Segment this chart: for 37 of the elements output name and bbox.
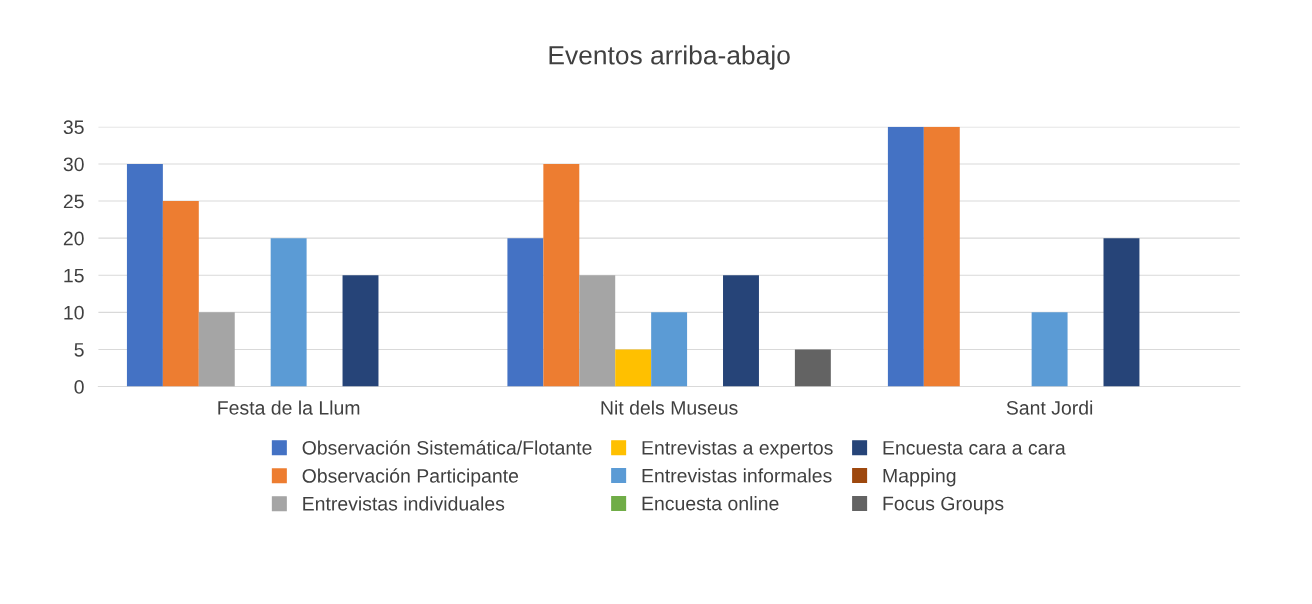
legend-label: Entrevistas a expertos — [642, 440, 833, 459]
bar — [507, 238, 544, 387]
legend-label: Observación Participante — [302, 468, 519, 487]
bar — [794, 349, 831, 387]
bar — [126, 163, 163, 387]
bar — [162, 201, 199, 387]
y-tick-label: 5 — [74, 343, 84, 357]
x-tick-label: Sant Jordi — [1006, 400, 1093, 415]
y-tick-label: 35 — [63, 120, 84, 135]
bar — [651, 312, 688, 387]
bar — [723, 275, 759, 387]
legend-label: Encuesta online — [642, 496, 779, 511]
legend-label: Mapping — [883, 468, 956, 487]
bar — [270, 238, 307, 387]
bar — [923, 126, 960, 387]
legend-label: Focus Groups — [883, 496, 1004, 515]
y-tick-label: 15 — [64, 268, 84, 283]
chart-title: Eventos arriba-abajo — [549, 45, 790, 70]
bar — [615, 349, 652, 387]
legend-label: Encuesta cara a cara — [883, 441, 1066, 455]
x-tick-label: Festa de la Llum — [218, 400, 360, 415]
bar — [543, 163, 580, 387]
y-tick-label: 25 — [63, 194, 84, 209]
y-tick-label: 20 — [63, 231, 84, 246]
bar — [579, 275, 616, 387]
bar — [342, 275, 379, 387]
legend-label: Entrevistas individuales — [303, 496, 505, 511]
y-tick-label: 10 — [64, 305, 84, 320]
bar — [1031, 312, 1068, 387]
bar — [198, 312, 235, 387]
bar — [887, 126, 924, 387]
legend-label: Observación Sistemática/Flotante — [302, 440, 592, 455]
x-tick-label: Nit dels Museus — [601, 400, 738, 415]
bar — [1103, 238, 1140, 387]
y-tick-label: 30 — [63, 157, 84, 172]
y-tick-label: 0 — [74, 380, 84, 394]
legend-label: Entrevistas informales — [642, 468, 832, 483]
